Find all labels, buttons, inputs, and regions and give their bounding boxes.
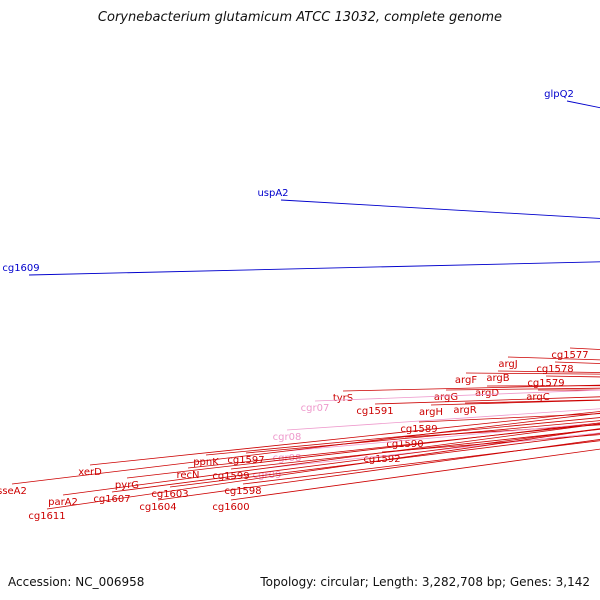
gene-label[interactable]: sseA2 bbox=[0, 486, 27, 497]
gene-leader-line bbox=[230, 448, 600, 501]
gene-label[interactable]: cg1597 bbox=[227, 455, 264, 466]
gene-leader-line bbox=[374, 396, 600, 405]
feature-label[interactable]: glpQ2 bbox=[544, 89, 574, 100]
accession-text: Accession: NC_006958 bbox=[8, 575, 145, 589]
gene-label[interactable]: argG bbox=[434, 392, 458, 403]
gene-label[interactable]: cg1598 bbox=[224, 486, 261, 497]
gene-labels: cg1577 cg1578 cg1579 argC argJ argB argD argF ar… bbox=[0, 347, 600, 522]
gene-leader-line bbox=[230, 428, 600, 470]
outer-feature-labels: glpQ2 uspA2 cg1609 bbox=[2, 89, 600, 276]
gene-leader-line bbox=[111, 428, 600, 493]
gene-label[interactable]: cg1604 bbox=[139, 502, 176, 513]
gene-leader-line bbox=[126, 422, 600, 479]
gene-label[interactable]: argB bbox=[486, 373, 509, 384]
gene-leader-line bbox=[187, 423, 600, 469]
gene-label[interactable]: cgr07 bbox=[301, 403, 330, 414]
gene-leader-line bbox=[314, 389, 600, 402]
gene-leader-line bbox=[266, 432, 600, 469]
gene-leader-line bbox=[11, 412, 600, 485]
gene-label[interactable]: cg1600 bbox=[212, 502, 249, 513]
gene-label[interactable]: xerD bbox=[78, 467, 102, 478]
gene-label[interactable]: argR bbox=[453, 405, 476, 416]
gene-label[interactable]: cg1603 bbox=[151, 489, 188, 500]
gene-leader-line bbox=[62, 423, 600, 496]
gene-label[interactable]: pyrG bbox=[115, 480, 139, 491]
gene-label[interactable]: cgr08 bbox=[273, 453, 302, 464]
feature-leader-line bbox=[280, 199, 600, 219]
gene-label[interactable]: cg1579 bbox=[527, 378, 564, 389]
feature-leader-line bbox=[28, 261, 600, 276]
gene-leader-line bbox=[342, 384, 600, 392]
gene-leader-line bbox=[89, 411, 600, 466]
feature-label[interactable]: uspA2 bbox=[257, 188, 288, 199]
gene-label[interactable]: ppnK bbox=[193, 457, 219, 468]
gene-leader-line bbox=[286, 422, 600, 452]
gene-label[interactable]: cgr09 bbox=[253, 470, 282, 481]
gene-label[interactable]: cg1577 bbox=[551, 350, 588, 361]
gene-label[interactable]: cg1591 bbox=[356, 406, 393, 417]
gene-label[interactable]: argD bbox=[475, 388, 499, 399]
gene-leader-line bbox=[46, 428, 600, 510]
gene-label[interactable]: parA2 bbox=[48, 497, 78, 508]
gene-label[interactable]: tyrS bbox=[333, 393, 353, 404]
gene-leader-line bbox=[286, 408, 600, 431]
gene-leader-line bbox=[381, 434, 600, 453]
topology-stats-text: Topology: circular; Length: 3,282,708 bp… bbox=[260, 575, 590, 589]
gene-leader-line bbox=[245, 420, 600, 454]
gene-label[interactable]: cg1592 bbox=[363, 454, 400, 465]
feature-leader-line bbox=[566, 100, 600, 109]
gene-label[interactable]: cg1578 bbox=[536, 364, 573, 375]
gene-label[interactable]: recN bbox=[176, 470, 199, 481]
feature-label[interactable]: cg1609 bbox=[2, 263, 39, 274]
gene-leader-line bbox=[205, 417, 600, 456]
gene-label[interactable]: argH bbox=[419, 407, 443, 418]
gene-label[interactable]: argJ bbox=[498, 359, 517, 370]
gene-leader-line bbox=[157, 439, 600, 501]
map-title: Corynebacterium glutamicum ATCC 13032, c… bbox=[97, 10, 503, 25]
gene-label[interactable]: cg1589 bbox=[400, 424, 437, 435]
gene-label[interactable]: cg1611 bbox=[28, 511, 65, 522]
gene-label[interactable]: argC bbox=[526, 392, 549, 403]
gene-label[interactable]: cgr08 bbox=[273, 432, 302, 443]
gene-label[interactable]: argF bbox=[455, 375, 477, 386]
gene-leader-line bbox=[242, 440, 600, 485]
